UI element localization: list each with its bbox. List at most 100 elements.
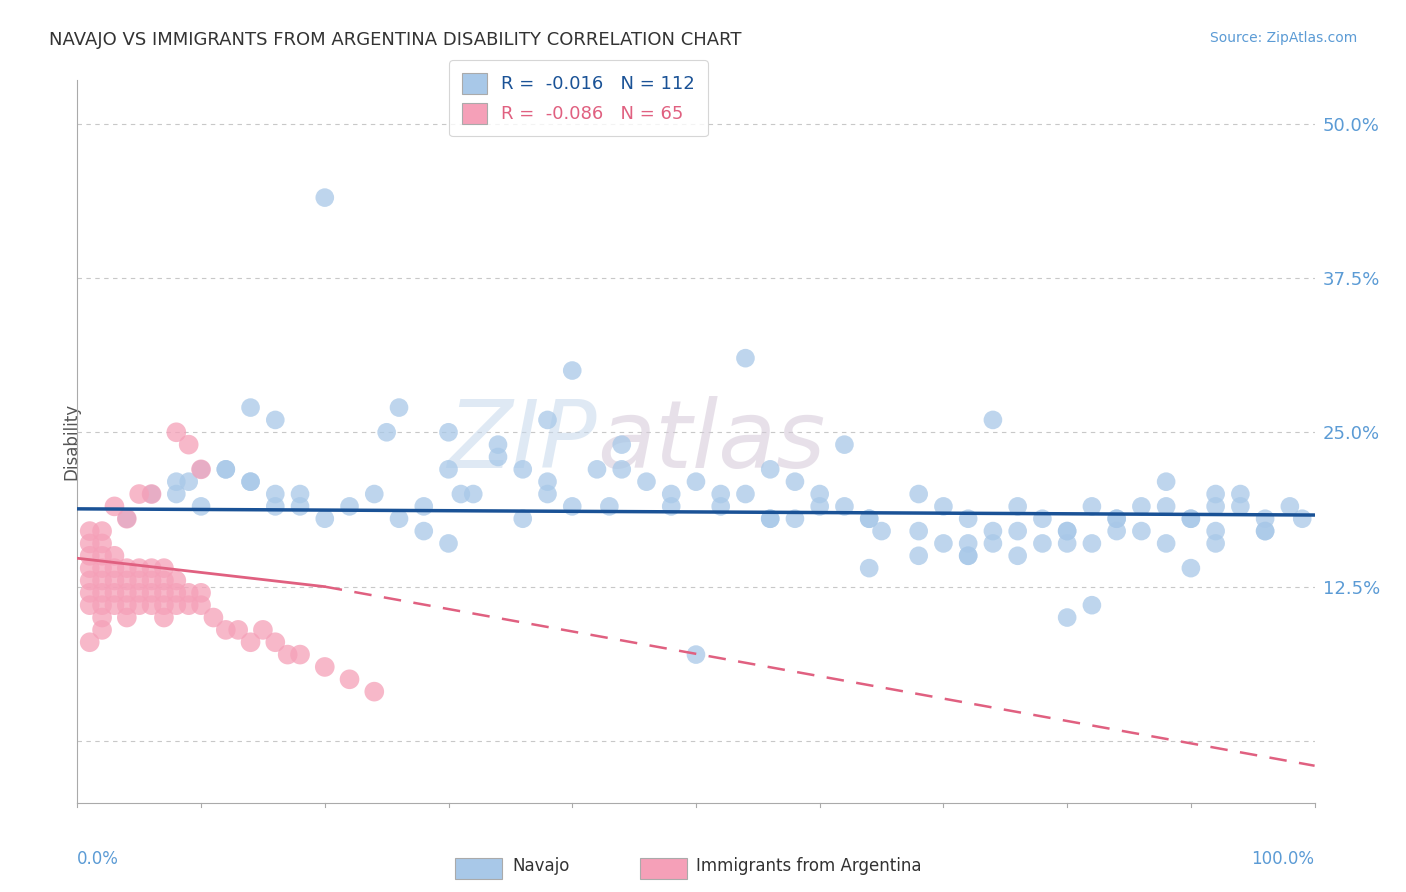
- Point: [115, 561, 138, 575]
- Point: [165, 425, 187, 440]
- Point: [1180, 561, 1202, 575]
- Point: [932, 536, 955, 550]
- Legend: R =  -0.016   N = 112, R =  -0.086   N = 65: R = -0.016 N = 112, R = -0.086 N = 65: [449, 61, 707, 136]
- Point: [91, 586, 114, 600]
- Point: [314, 512, 336, 526]
- Point: [437, 536, 460, 550]
- Point: [79, 561, 101, 575]
- Point: [957, 536, 980, 550]
- Point: [858, 512, 880, 526]
- Point: [91, 561, 114, 575]
- Point: [103, 561, 125, 575]
- Point: [834, 437, 856, 451]
- Text: Immigrants from Argentina: Immigrants from Argentina: [696, 857, 921, 875]
- Point: [1154, 475, 1177, 489]
- Point: [1130, 500, 1153, 514]
- Point: [437, 462, 460, 476]
- Point: [141, 487, 163, 501]
- Point: [375, 425, 398, 440]
- Point: [1007, 524, 1029, 538]
- Point: [141, 487, 163, 501]
- Point: [710, 487, 733, 501]
- Point: [103, 549, 125, 563]
- Point: [115, 586, 138, 600]
- Point: [907, 524, 929, 538]
- Point: [91, 574, 114, 588]
- Point: [190, 598, 212, 612]
- Point: [128, 561, 150, 575]
- Point: [153, 574, 176, 588]
- Point: [1056, 524, 1078, 538]
- Point: [437, 425, 460, 440]
- Point: [734, 351, 756, 366]
- Point: [759, 512, 782, 526]
- Point: [685, 648, 707, 662]
- Point: [858, 512, 880, 526]
- Point: [79, 574, 101, 588]
- Point: [288, 500, 311, 514]
- Point: [128, 574, 150, 588]
- Point: [1205, 487, 1227, 501]
- Point: [486, 437, 509, 451]
- Point: [79, 549, 101, 563]
- Y-axis label: Disability: Disability: [63, 403, 80, 480]
- Point: [1205, 536, 1227, 550]
- Point: [215, 462, 238, 476]
- Point: [957, 549, 980, 563]
- Point: [115, 512, 138, 526]
- Point: [536, 475, 558, 489]
- Point: [1180, 512, 1202, 526]
- Point: [128, 598, 150, 612]
- Point: [115, 512, 138, 526]
- Point: [957, 549, 980, 563]
- Point: [586, 462, 609, 476]
- Point: [512, 462, 534, 476]
- Point: [153, 561, 176, 575]
- Point: [1154, 536, 1177, 550]
- Point: [598, 500, 620, 514]
- Point: [103, 574, 125, 588]
- Point: [536, 487, 558, 501]
- Point: [165, 574, 187, 588]
- Point: [759, 462, 782, 476]
- Point: [388, 401, 411, 415]
- Point: [91, 549, 114, 563]
- Point: [1154, 500, 1177, 514]
- Point: [659, 500, 682, 514]
- Point: [1205, 500, 1227, 514]
- Point: [128, 487, 150, 501]
- Point: [277, 648, 299, 662]
- FancyBboxPatch shape: [454, 858, 502, 879]
- Point: [412, 524, 434, 538]
- Point: [636, 475, 658, 489]
- Point: [685, 475, 707, 489]
- Point: [1105, 512, 1128, 526]
- Text: NAVAJO VS IMMIGRANTS FROM ARGENTINA DISABILITY CORRELATION CHART: NAVAJO VS IMMIGRANTS FROM ARGENTINA DISA…: [49, 31, 742, 49]
- Point: [239, 635, 262, 649]
- Point: [165, 487, 187, 501]
- Text: 100.0%: 100.0%: [1251, 850, 1315, 868]
- Point: [91, 524, 114, 538]
- Point: [1056, 524, 1078, 538]
- Point: [486, 450, 509, 464]
- Point: [79, 536, 101, 550]
- Point: [1254, 524, 1277, 538]
- Point: [79, 586, 101, 600]
- Point: [314, 660, 336, 674]
- Point: [264, 413, 287, 427]
- Point: [1081, 536, 1104, 550]
- Point: [808, 500, 831, 514]
- Point: [91, 536, 114, 550]
- Point: [1130, 524, 1153, 538]
- Point: [288, 487, 311, 501]
- Point: [834, 500, 856, 514]
- Point: [957, 512, 980, 526]
- Point: [115, 610, 138, 624]
- Point: [363, 684, 385, 698]
- Point: [190, 586, 212, 600]
- Point: [165, 586, 187, 600]
- Text: 0.0%: 0.0%: [77, 850, 120, 868]
- Point: [363, 487, 385, 501]
- Point: [1056, 610, 1078, 624]
- Point: [710, 500, 733, 514]
